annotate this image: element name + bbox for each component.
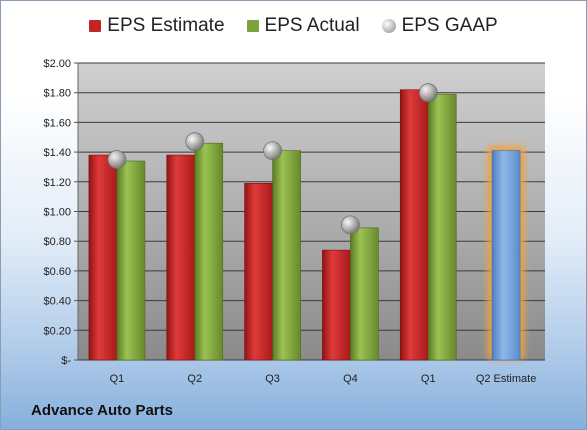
y-tick-label: $1.60	[43, 117, 71, 129]
bar-eps-actual	[116, 160, 146, 361]
y-tick-label: $1.20	[43, 177, 71, 189]
y-tick-label: $1.80	[43, 88, 71, 100]
legend-eps-actual: EPS Actual	[246, 15, 360, 37]
legend-swatch-actual-icon	[246, 20, 259, 32]
bar-q2-estimate	[491, 150, 521, 361]
legend-swatch-gaap-icon	[381, 19, 396, 33]
legend: EPS Estimate EPS Actual EPS GAAP	[1, 15, 586, 37]
x-tick-label: Q1	[110, 373, 125, 385]
x-tick-label: Q1	[421, 373, 436, 385]
company-name: Advance Auto Parts	[31, 402, 173, 419]
bar-eps-estimate	[322, 249, 351, 361]
bar-eps-estimate	[166, 154, 196, 361]
y-tick-label: $0.60	[43, 266, 71, 278]
bar-eps-actual	[350, 227, 379, 361]
legend-swatch-estimate-icon	[89, 20, 102, 32]
bar-eps-actual	[427, 93, 457, 361]
legend-label-actual: EPS Actual	[264, 15, 360, 36]
bar-eps-estimate	[244, 182, 273, 361]
bar-eps-estimate	[88, 154, 118, 361]
x-tick-label: Q2 Estimate	[476, 373, 537, 385]
y-tick-label: $1.00	[43, 207, 71, 219]
marker-eps-gaap	[341, 215, 360, 235]
marker-eps-gaap	[185, 132, 205, 152]
x-tick-label: Q2	[187, 373, 202, 385]
y-tick-label: $0.20	[43, 325, 71, 337]
marker-eps-gaap	[107, 150, 127, 169]
bar-eps-actual	[272, 150, 301, 361]
legend-eps-estimate: EPS Estimate	[89, 15, 225, 37]
marker-eps-gaap	[263, 141, 282, 161]
bar-eps-estimate	[399, 89, 429, 361]
y-tick-label: $1.40	[43, 147, 71, 159]
y-tick-label: $2.00	[43, 58, 71, 70]
x-tick-label: Q3	[265, 373, 280, 385]
y-tick-label: $0.80	[43, 236, 71, 248]
legend-eps-gaap: EPS GAAP	[381, 15, 498, 37]
x-tick-label: Q4	[343, 373, 358, 385]
y-tick-label: $0.40	[43, 296, 71, 308]
y-tick-label: $-	[61, 355, 71, 367]
legend-label-gaap: EPS GAAP	[401, 15, 498, 36]
marker-eps-gaap	[418, 83, 438, 103]
bar-eps-actual	[194, 142, 224, 361]
legend-label-estimate: EPS Estimate	[107, 15, 225, 36]
